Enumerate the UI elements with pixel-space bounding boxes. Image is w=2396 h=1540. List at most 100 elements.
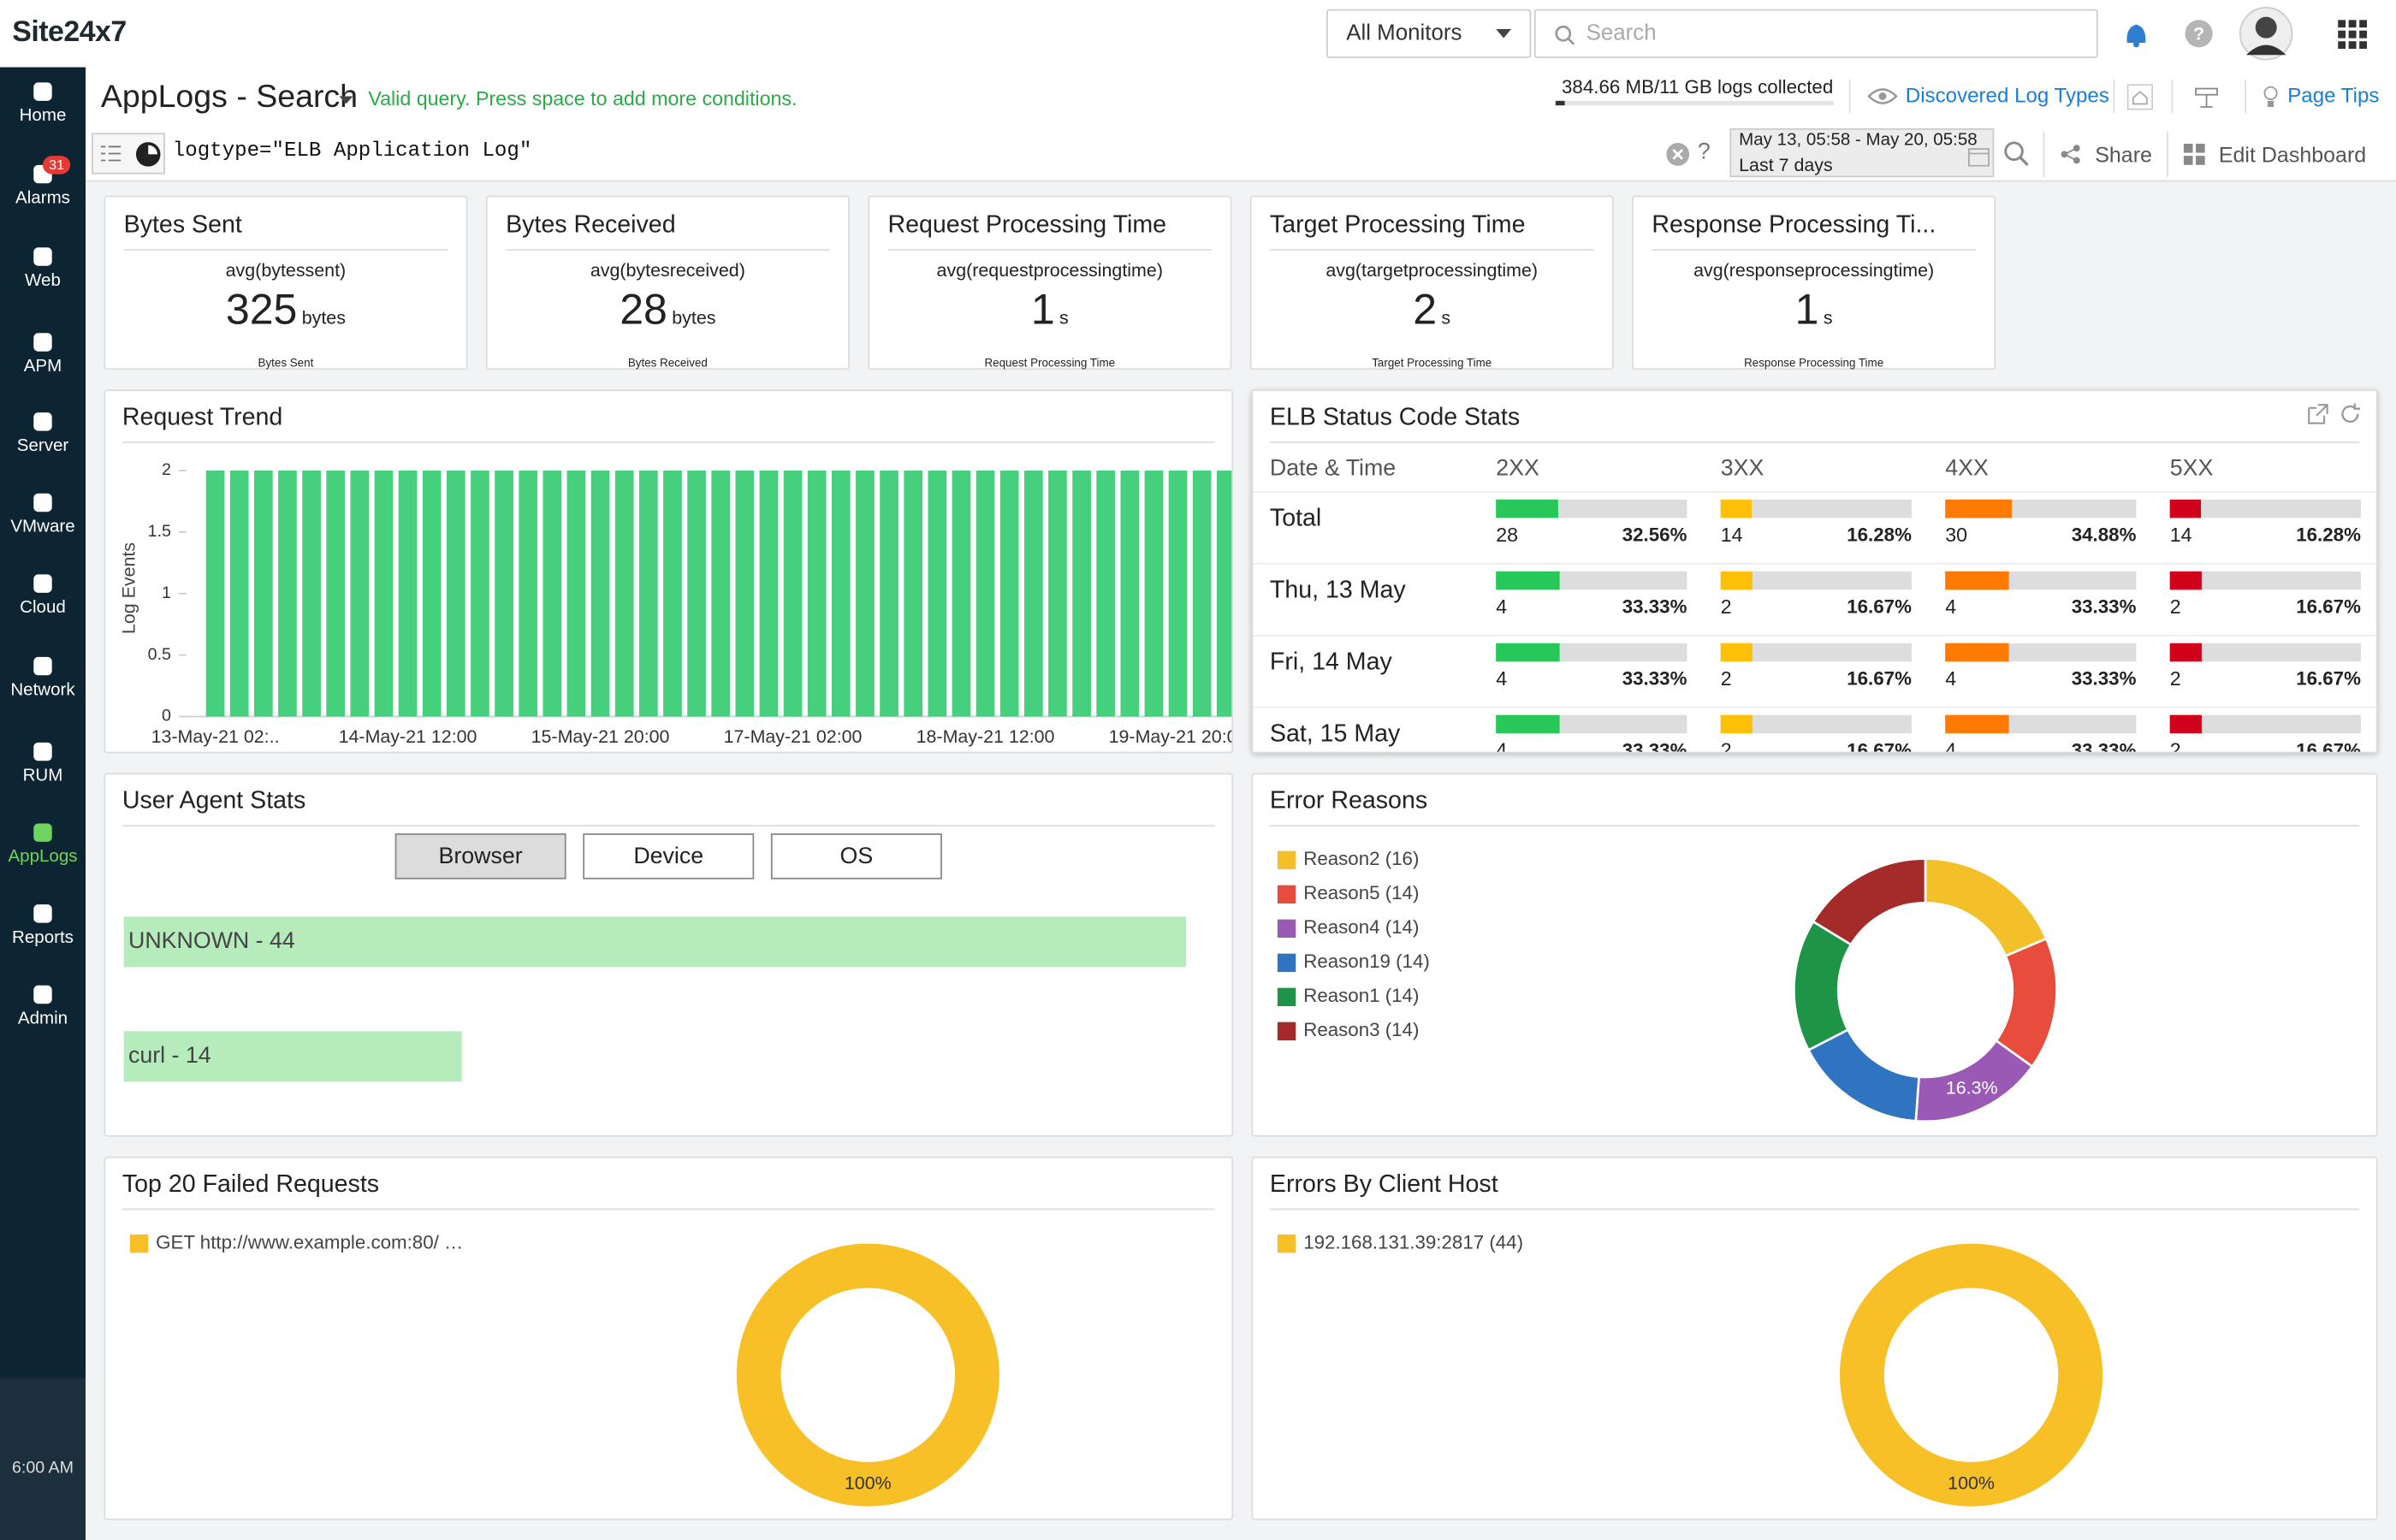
nav-glyph [33,412,52,431]
apps-grid-icon[interactable] [2338,20,2368,50]
kpi-value-wrap: 28 bytes [488,286,848,335]
nav-label: APM [23,357,62,376]
panel-rule [122,441,1215,443]
kpi-expression: avg(bytessent) [225,259,347,281]
panel-rule [1269,1208,2360,1211]
usage-fill [1555,100,1565,106]
discovered-log-types-link[interactable]: Discovered Log Types [1905,84,2109,107]
kpi-title: Bytes Received [506,212,676,239]
page-tips-link[interactable]: Page Tips [2287,84,2380,107]
notification-icon[interactable] [2121,18,2152,49]
eye-icon [1867,88,1898,104]
nav-label: Web [25,271,61,291]
nav-item[interactable]: Reports [0,902,86,947]
nav-label: RUM [22,767,63,785]
tips-icon [2263,86,2278,107]
settings-button[interactable] [2194,86,2219,110]
help-icon[interactable]: ? [2184,18,2215,49]
date-range: May 13, 05:58 - May 20, 05:58 [1739,131,1978,150]
kpi-rule [1269,249,1594,251]
divider [1848,79,1851,114]
list-view-icon[interactable] [100,144,122,163]
share-icon [2061,145,2080,164]
kpi-card: Request Processing Time avg(requestproces… [868,195,1232,370]
kpi-card: Response Processing Ti... avg(responsepro… [1632,195,1996,370]
nav-item[interactable]: Web [0,245,86,291]
nav-item[interactable]: AppLogs [0,820,86,867]
kpi-value: 1 [1794,285,1819,334]
kpi-rule [506,249,830,251]
divider [2245,79,2246,114]
kpi-title: Bytes Sent [123,212,242,239]
kpi-value: 1 [1030,285,1055,334]
kpi-unit: s [1823,306,1833,329]
kpi-expression: avg(bytesreceived) [590,259,745,281]
kpi-caption: Response Processing Time [1744,356,1884,370]
kpi-card: Bytes Received avg(bytesreceived) 28 bytes B… [485,195,850,370]
nav-label: Admin [17,1010,68,1028]
usage-bar [1555,100,1834,106]
divider [2113,79,2115,114]
nav-item[interactable]: Network [0,654,86,700]
nav-item[interactable]: Admin [0,982,86,1028]
dropdown-caret [1496,28,1512,38]
nav-item[interactable]: Cloud [0,572,86,617]
kpi-value-wrap: 325 bytes [105,286,466,335]
nav-item[interactable]: Home [0,80,86,125]
date-picker[interactable]: May 13, 05:58 - May 20, 05:58 Last 7 day… [1729,127,1995,178]
nav-label: AppLogs [8,848,78,867]
calendar-icon [1967,148,1990,167]
nav-icon [33,742,52,761]
user-agent-panel: User Agent Stats [104,773,1234,1137]
query-input[interactable]: logtype="ELB Application Log" [172,140,532,164]
nav-icon [33,82,52,101]
divider [2043,131,2045,178]
nav-item[interactable]: APM [0,330,86,376]
edit-dashboard-button[interactable]: Edit Dashboard [2218,142,2367,167]
home-button[interactable] [2126,84,2154,110]
kpi-value: 28 [620,285,667,334]
kpi-caption: Target Processing Time [1372,356,1492,370]
kpi-title: Target Processing Time [1269,212,1526,239]
chart-view-icon[interactable] [134,140,162,168]
kpi-rule [887,249,1213,251]
nav-item[interactable]: Server [0,410,86,455]
date-preset: Last 7 days [1739,154,1833,176]
monitor-select[interactable]: All Monitors [1326,9,1532,58]
search-box[interactable]: Search [1533,9,2098,58]
kpi-expression: avg(responseprocessingtime) [1693,259,1935,281]
panel-rule [122,825,1215,827]
search-placeholder: Search [1586,21,1657,46]
clear-query-button[interactable] [1665,142,1690,167]
nav-item[interactable]: VMware [0,490,86,536]
view-toggle[interactable] [92,133,165,175]
nav-icon [33,333,52,352]
sidebar: Home Alarms Web APM Server VMware Cloud Network… [0,67,86,1540]
panel-title: Request Trend [122,405,283,431]
title-bar [85,67,2396,130]
share-button[interactable]: Share [2095,142,2152,167]
kpi-caption: Bytes Received [627,356,708,370]
monitor-select-text: All Monitors [1346,21,1462,46]
nav-label: VMware [10,518,75,536]
popout-icon[interactable] [2307,403,2328,424]
run-search-button[interactable] [2003,140,2029,166]
page-title[interactable]: AppLogs - Search [100,79,359,115]
kpi-unit: bytes [301,306,346,329]
query-hint: Valid query. Press space to add more con… [368,86,798,110]
logo[interactable]: Site24x7 [12,16,127,50]
query-help[interactable]: ? [1697,139,1711,165]
kpi-caption: Bytes Sent [258,356,314,370]
divider [2167,131,2168,178]
kpi-value: 2 [1413,285,1438,334]
kpi-caption: Request Processing Time [984,356,1116,370]
refresh-icon[interactable] [2340,403,2361,424]
avatar[interactable] [2239,4,2293,62]
nav-glyph [33,333,52,352]
panel-rule [1269,825,2360,827]
nav-item[interactable]: RUM [0,739,86,785]
